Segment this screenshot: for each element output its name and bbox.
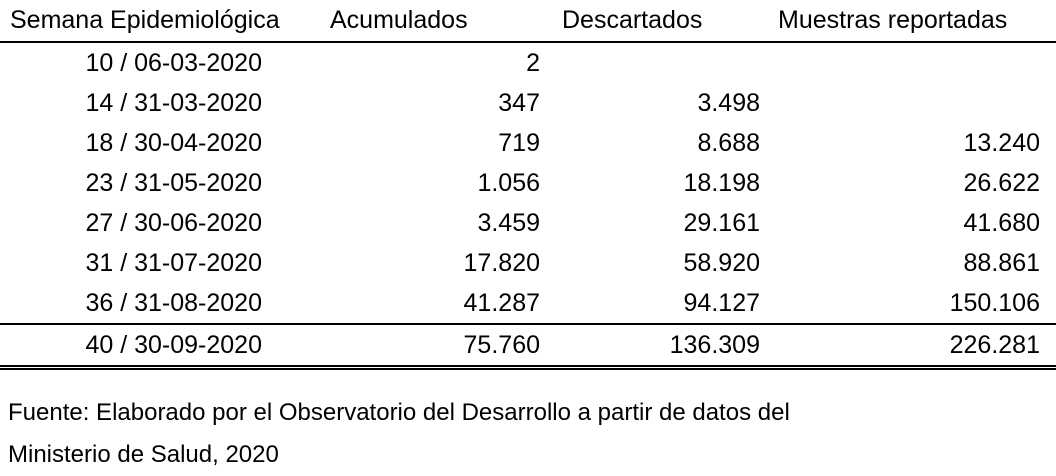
table-cell: 18.198 xyxy=(683,168,760,197)
table-cell: 75.760 xyxy=(325,323,550,370)
table-cell: 226.281 xyxy=(770,323,1056,370)
table-row: 31 / 31-07-2020 17.820 58.920 88.861 xyxy=(0,243,1056,283)
table-cell: 14 / 31-03-2020 xyxy=(85,88,262,117)
table-row: 23 / 31-05-2020 1.056 18.198 26.622 xyxy=(0,163,1056,203)
table-cell: 3.498 xyxy=(697,88,760,117)
column-header: Semana Epidemiológica xyxy=(0,0,325,43)
source-line: Ministerio de Salud, 2020 xyxy=(8,441,279,468)
table-cell: 347 xyxy=(498,88,540,117)
column-header: Descartados xyxy=(550,0,770,43)
table-cell: 58.920 xyxy=(683,248,760,277)
column-header: Acumulados xyxy=(325,0,550,43)
table-cell: 17.820 xyxy=(463,248,540,277)
table-cell: 2 xyxy=(526,48,540,77)
table-cell: 36 / 31-08-2020 xyxy=(85,288,262,317)
table-row: 36 / 31-08-2020 41.287 94.127 150.106 xyxy=(0,283,1056,324)
table-cell: 1.056 xyxy=(477,168,540,197)
table-row: 14 / 31-03-2020 347 3.498 xyxy=(0,83,1056,123)
header-row: Semana Epidemiológica Acumulados Descartad… xyxy=(0,0,1056,43)
table-cell: 18 / 30-04-2020 xyxy=(85,128,262,157)
table-cell xyxy=(550,42,770,83)
table-cell: 27 / 30-06-2020 xyxy=(85,208,262,237)
table-cell: 88.861 xyxy=(963,248,1040,277)
table-cell: 719 xyxy=(498,128,540,157)
table-row: 18 / 30-04-2020 719 8.688 13.240 xyxy=(0,123,1056,163)
data-table: Semana Epidemiológica Acumulados Descartad… xyxy=(0,0,1056,370)
table-cell xyxy=(770,83,1056,123)
table-cell: 150.106 xyxy=(949,288,1040,317)
source-note: Fuente: Elaborado por el Observatorio de… xyxy=(8,392,790,476)
table-cell: 26.622 xyxy=(963,168,1040,197)
table-cell xyxy=(770,42,1056,83)
source-line: Fuente: Elaborado por el Observatorio de… xyxy=(8,399,790,426)
table-cell: 40 / 30-09-2020 xyxy=(0,323,325,370)
table-body: 10 / 06-03-2020 2 14 / 31-03-2020 347 3.498 1… xyxy=(0,42,1056,370)
table-cell: 10 / 06-03-2020 xyxy=(85,48,262,77)
table-cell: 23 / 31-05-2020 xyxy=(85,168,262,197)
table-cell: 41.287 xyxy=(463,288,540,317)
table-cell: 136.309 xyxy=(550,323,770,370)
table-row: 10 / 06-03-2020 2 xyxy=(0,42,1056,83)
table-cell: 8.688 xyxy=(697,128,760,157)
table-cell: 13.240 xyxy=(963,128,1040,157)
table-cell: 3.459 xyxy=(477,208,540,237)
column-header: Muestras reportadas xyxy=(770,0,1056,43)
table-cell: 29.161 xyxy=(683,208,760,237)
table-row: 27 / 30-06-2020 3.459 29.161 41.680 xyxy=(0,203,1056,243)
table-cell: 94.127 xyxy=(683,288,760,317)
table-cell: 31 / 31-07-2020 xyxy=(85,248,262,277)
table-row: 40 / 30-09-2020 75.760 136.309 226.281 xyxy=(0,323,1056,370)
table-cell: 41.680 xyxy=(963,208,1040,237)
